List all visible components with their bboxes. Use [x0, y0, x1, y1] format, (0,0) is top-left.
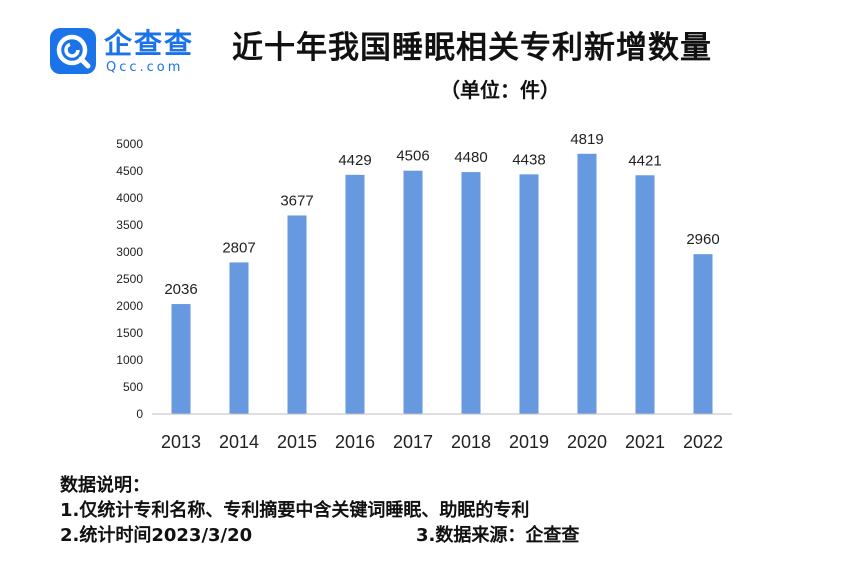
data-label-2013: 2036 [164, 281, 197, 298]
notes-stat-time: 2.统计时间2023/3/20 [60, 525, 253, 546]
x-tick-label-2021: 2021 [625, 432, 665, 452]
logo-domain: Qcc.com [106, 60, 184, 75]
data-label-2018: 4480 [454, 149, 487, 166]
x-tick-label-2016: 2016 [335, 432, 375, 452]
bar-2022 [693, 254, 713, 414]
notes-line-2: 2.统计时间2023/3/20 3.数据来源：企查查 [60, 523, 820, 548]
bar-2017 [403, 170, 423, 414]
notes-line-1: 1.仅统计专利名称、专利摘要中含关键词睡眠、助眠的专利 [60, 500, 530, 521]
y-tick-label: 1000 [116, 353, 143, 367]
data-label-2014: 2807 [222, 239, 255, 256]
chart-title: 近十年我国睡眠相关专利新增数量 [232, 30, 712, 66]
qcc-logo-icon [50, 28, 96, 74]
x-tick-label-2020: 2020 [567, 432, 607, 452]
bars [171, 153, 713, 415]
y-tick-label: 3500 [116, 218, 143, 232]
y-tick-label: 4500 [116, 164, 143, 178]
data-label-2016: 4429 [338, 152, 371, 169]
notes-heading: 数据说明： [60, 475, 150, 496]
data-label-2022: 2960 [686, 231, 719, 248]
x-tick-label-2018: 2018 [451, 432, 491, 452]
x-tick-label-2017: 2017 [393, 432, 433, 452]
notes-data-source: 3.数据来源：企查查 [416, 525, 580, 546]
data-label-2015: 3677 [280, 192, 313, 209]
data-notes: 数据说明： 1.仅统计专利名称、专利摘要中含关键词睡眠、助眠的专利 2.统计时间… [60, 473, 820, 548]
bar-2020 [577, 153, 597, 415]
data-label-2021: 4421 [628, 152, 661, 169]
bar-2016 [345, 174, 365, 414]
bar-2021 [635, 175, 655, 414]
data-label-2019: 4438 [512, 151, 545, 168]
y-tick-label: 4000 [116, 191, 143, 205]
y-tick-label: 2500 [116, 272, 143, 286]
y-tick-label: 0 [136, 407, 143, 421]
x-tick-label-2022: 2022 [683, 432, 723, 452]
bar-chart: 0 500 1000 1500 2000 2500 3000 3500 4000 4500 5000… [116, 131, 732, 452]
x-tick-label-2013: 2013 [161, 432, 201, 452]
bar-2014 [229, 262, 249, 414]
x-tick-label-2015: 2015 [277, 432, 317, 452]
logo-name: 企查查 [104, 27, 195, 60]
data-label-2017: 4506 [396, 148, 429, 165]
x-axis: 2013 2014 2015 2016 2017 2018 2019 2020 2021 2022 [161, 432, 723, 452]
x-tick-label-2014: 2014 [219, 432, 259, 452]
bar-2019 [519, 174, 539, 414]
y-tick-label: 5000 [116, 137, 143, 151]
chart-subtitle: （单位：件） [440, 78, 560, 102]
y-tick-label: 1500 [116, 326, 143, 340]
y-tick-label: 500 [123, 380, 143, 394]
x-tick-label-2019: 2019 [509, 432, 549, 452]
y-tick-label: 3000 [116, 245, 143, 259]
bar-2015 [287, 215, 307, 414]
bar-2013 [171, 304, 191, 414]
data-labels: 2036 2807 3677 4429 4506 4480 4438 4819 4421 2960 [164, 131, 719, 298]
qcc-logo: 企查查 Qcc.com [50, 28, 210, 76]
y-axis: 0 500 1000 1500 2000 2500 3000 3500 4000 4500 5000 [116, 137, 143, 421]
bar-2018 [461, 172, 481, 414]
y-tick-label: 2000 [116, 299, 143, 313]
data-label-2020: 4819 [570, 131, 603, 148]
